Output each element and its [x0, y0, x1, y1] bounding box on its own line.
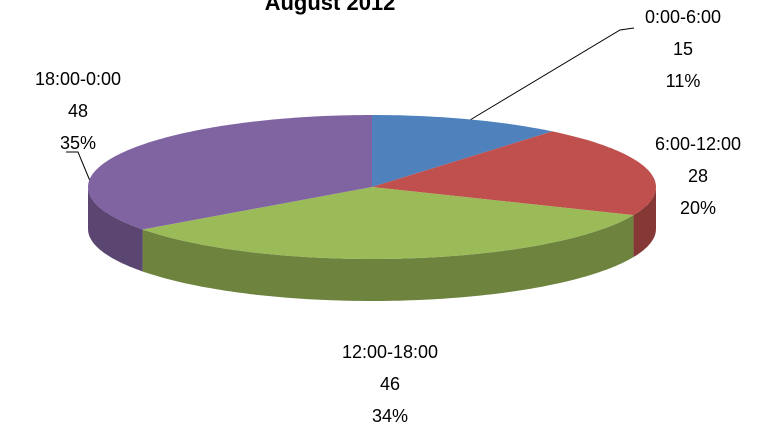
pie-sides: [88, 187, 656, 301]
slice-label-name: 0:00-6:00: [645, 7, 721, 27]
slice: [142, 187, 634, 259]
slice: [372, 131, 656, 216]
slice-side: [633, 187, 656, 258]
slice-label-value: 48: [68, 101, 88, 121]
pie-tops: [88, 115, 656, 259]
slice-label-percent: 34%: [372, 406, 408, 426]
slice-label-name: 6:00-12:00: [655, 134, 741, 154]
slice-label-name: 12:00-18:00: [342, 342, 438, 362]
slice-label-percent: 35%: [60, 133, 96, 153]
slice-label-percent: 20%: [680, 198, 716, 218]
slice-label-value: 15: [673, 39, 693, 59]
slice-side: [88, 187, 143, 272]
slice: [88, 115, 372, 230]
slice-label-name: 18:00-0:00: [35, 69, 121, 89]
slice: [372, 115, 553, 187]
slice-label-value: 28: [688, 166, 708, 186]
slice-label-value: 46: [380, 374, 400, 394]
slice-label-percent: 11%: [666, 71, 701, 91]
chart-title: August 2012: [265, 0, 396, 15]
leader-line: [66, 151, 91, 182]
slice-side: [142, 215, 634, 301]
leader-line: [469, 27, 635, 121]
